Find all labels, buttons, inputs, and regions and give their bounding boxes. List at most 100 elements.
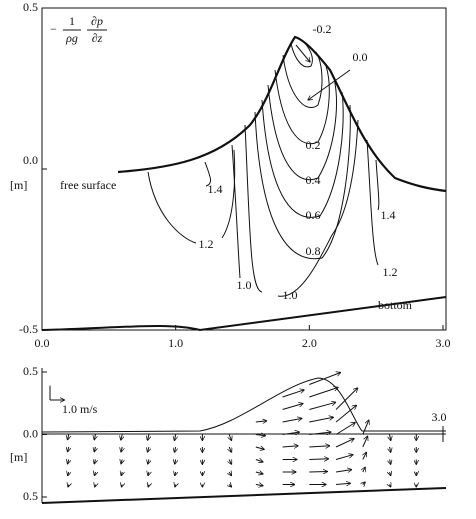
contour-label: 0.6	[306, 208, 321, 222]
velocity-arrow	[282, 404, 303, 410]
velocity-arrow	[174, 446, 175, 452]
contour-label: -0.2	[313, 22, 332, 36]
velocity-arrow	[335, 388, 358, 410]
y-tick-label: 0.0	[23, 153, 38, 167]
contour-line	[366, 139, 379, 266]
velocity-arrow	[255, 460, 263, 462]
contour-line	[204, 161, 212, 187]
velocity-arrow	[390, 446, 391, 452]
velocity-arrow	[309, 373, 340, 385]
contour-line	[147, 171, 197, 244]
contour-line	[261, 91, 344, 218]
velocity-arrow	[309, 446, 329, 447]
velocity-arrow	[175, 460, 176, 465]
velocity-arrow	[335, 455, 353, 460]
velocity-arrow	[148, 472, 149, 476]
contour-line	[277, 119, 359, 297]
y-tick-label: -0.5	[19, 322, 38, 336]
velocity-arrow	[94, 447, 95, 452]
velocity-arrow	[147, 446, 148, 452]
velocity-arrow	[68, 485, 69, 487]
velocity-arrow	[148, 460, 149, 465]
contour-line	[274, 65, 330, 145]
velocity-arrow	[363, 467, 365, 472]
y-tick-label: 0.5	[23, 0, 38, 14]
velocity-arrow	[121, 485, 122, 487]
velocity-arrow	[309, 387, 338, 398]
contour-label: 1.2	[199, 237, 214, 251]
formula-den: ∂z	[92, 31, 103, 45]
contour-label: 0.0	[353, 50, 368, 64]
surface-label: free surface	[60, 178, 116, 192]
velocity-arrow	[68, 434, 69, 440]
x-tick-label: 1.0	[168, 336, 183, 350]
velocity-arrow	[363, 452, 367, 460]
scale-label: 1.0 m/s	[62, 402, 98, 416]
velocity-arrow	[335, 470, 352, 472]
bottom-line	[41, 487, 447, 504]
velocity-arrow	[121, 446, 122, 452]
velocity-arrow	[335, 439, 354, 448]
y-axis-label: [m]	[10, 450, 27, 464]
formula-num: 1	[69, 14, 75, 28]
velocity-arrow	[390, 434, 391, 441]
contour-label: 1.0	[283, 288, 298, 302]
velocity-arrow	[282, 418, 302, 423]
velocity-arrow	[229, 460, 231, 465]
free-surface	[117, 35, 447, 193]
formula-sign: −	[50, 22, 57, 36]
velocity-arrow	[94, 460, 95, 464]
velocity-arrow	[309, 417, 333, 423]
contour-label: 0.4	[306, 173, 321, 187]
velocity-arrow	[309, 459, 328, 460]
velocity-arrow	[335, 405, 356, 423]
formula-num: ∂p	[91, 14, 103, 28]
velocity-arrow	[95, 485, 96, 487]
scale-arrow	[49, 385, 64, 400]
contour-line	[290, 39, 313, 68]
velocity-arrow	[68, 472, 69, 476]
velocity-arrow	[363, 482, 365, 484]
leader-arrow	[295, 44, 310, 62]
contour-label: 1.0	[237, 278, 252, 292]
velocity-arrow	[148, 485, 149, 487]
y-axis-label: [m]	[10, 178, 27, 192]
velocity-arrow	[335, 423, 355, 435]
x-tick-label: 0.0	[35, 336, 50, 350]
velocity-arrow	[390, 485, 391, 487]
velocity-arrow	[175, 485, 176, 487]
velocity-arrow	[282, 390, 305, 398]
y-tick-label: 0.5	[23, 489, 38, 503]
velocity-arrow	[68, 447, 69, 452]
velocity-arrow	[175, 472, 176, 476]
velocity-arrow	[229, 446, 231, 452]
contour-label: 1.4	[208, 182, 223, 196]
y-tick-label: 0.5	[23, 364, 38, 378]
contour-label: 0.8	[306, 244, 321, 258]
velocity-arrow	[255, 485, 263, 486]
velocity-arrow	[174, 434, 175, 441]
velocity-arrow	[229, 472, 231, 476]
velocity-arrow	[147, 434, 148, 441]
velocity-arrow	[390, 472, 391, 476]
velocity-arrow	[255, 447, 264, 449]
contour-line	[375, 159, 380, 211]
x-tick-label: 3.0	[436, 336, 451, 350]
contour-line	[244, 124, 263, 293]
free-surface	[41, 377, 446, 433]
velocity-arrow	[390, 460, 391, 465]
velocity-arrow	[229, 485, 231, 487]
contour-line	[231, 144, 241, 279]
contour-line	[254, 104, 351, 260]
contour-line	[221, 149, 236, 239]
velocity-arrow	[68, 460, 69, 464]
velocity-arrow	[95, 472, 96, 476]
contour-label: 1.2	[383, 265, 398, 279]
velocity-arrow	[309, 432, 331, 434]
velocity-arrow	[121, 472, 122, 476]
velocity-arrow	[255, 472, 263, 474]
x-tick-label: 3.0	[432, 410, 447, 424]
velocity-arrow	[362, 436, 368, 448]
contour-line	[282, 51, 323, 108]
velocity-arrow	[229, 434, 231, 441]
